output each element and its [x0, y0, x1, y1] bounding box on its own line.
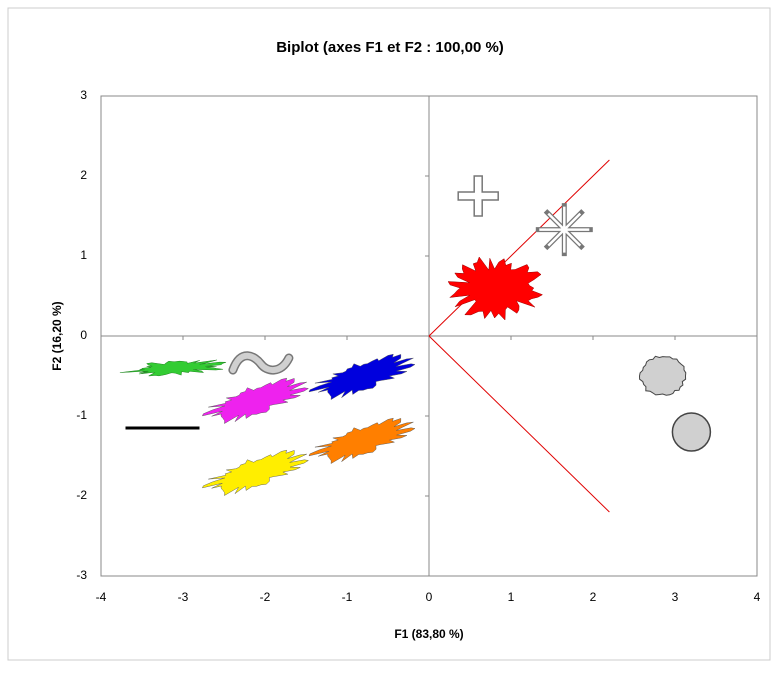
point-shape: [201, 377, 309, 424]
point: [447, 256, 544, 321]
point-shape: [539, 206, 590, 253]
point: [308, 417, 416, 464]
point-shape: [457, 175, 499, 217]
point-shape: [119, 359, 227, 377]
point-shape: [229, 352, 292, 373]
point: [457, 175, 499, 217]
y-tick-label: -1: [76, 408, 87, 422]
x-tick-label: 0: [426, 590, 433, 604]
point-shape: [308, 417, 416, 464]
point: [201, 449, 309, 496]
point-shape: [125, 426, 200, 430]
y-tick-label: 1: [80, 248, 87, 262]
point-shape: [539, 206, 590, 253]
point: [125, 426, 200, 430]
point: [638, 355, 687, 396]
x-tick-label: 2: [590, 590, 597, 604]
point: [228, 351, 294, 375]
point: [201, 377, 309, 424]
point: [119, 359, 227, 377]
x-tick-label: -3: [178, 590, 189, 604]
point-shape: [308, 353, 416, 400]
x-tick-label: -1: [342, 590, 353, 604]
point: [671, 412, 712, 452]
point-shape: [447, 256, 544, 321]
y-axis-label: F2 (16,20 %): [50, 301, 64, 370]
chart-frame: [7, 7, 771, 661]
point-shape: [201, 449, 309, 496]
y-tick-label: 3: [80, 88, 87, 102]
x-tick-label: 4: [754, 590, 761, 604]
x-tick-label: 3: [672, 590, 679, 604]
point-shape: [671, 412, 712, 452]
y-tick-label: 0: [80, 328, 87, 342]
y-tick-label: -3: [76, 568, 87, 582]
x-tick-label: 1: [508, 590, 515, 604]
x-axis-label: F1 (83,80 %): [394, 627, 463, 641]
x-tick-label: -4: [96, 590, 107, 604]
chart-title: Biplot (axes F1 et F2 : 100,00 %): [276, 39, 504, 56]
vector: [428, 335, 610, 513]
x-tick-label: -2: [260, 590, 271, 604]
point: [535, 203, 593, 257]
y-tick-label: -2: [76, 488, 87, 502]
vector: [428, 159, 610, 337]
point: [308, 353, 416, 400]
point-shape: [638, 355, 687, 396]
y-tick-label: 2: [80, 168, 87, 182]
